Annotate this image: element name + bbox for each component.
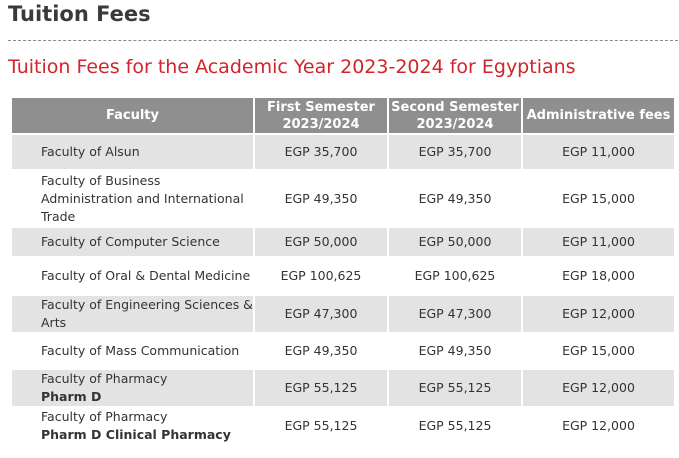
table-row: Faculty of Engineering Sciences & Arts E… — [12, 296, 674, 332]
table-header-row: Faculty First Semester 2023/2024 Second … — [12, 98, 674, 133]
page-title: Tuition Fees — [8, 2, 151, 26]
admin-fee: EGP 12,000 — [523, 296, 674, 332]
admin-fee: EGP 12,000 — [523, 370, 674, 406]
admin-fee: EGP 12,000 — [562, 418, 635, 433]
second-semester-fee: EGP 49,350 — [418, 190, 492, 206]
tuition-fees-table: Faculty First Semester 2023/2024 Second … — [10, 96, 676, 446]
table-row: Faculty of Oral & Dental Medicine EGP 10… — [12, 258, 674, 294]
table-row: Faculty of Mass Communication EGP 49,350… — [12, 334, 674, 368]
first-semester-fee: EGP 47,300 — [255, 296, 387, 332]
header-first-semester-label: First Semester — [267, 99, 375, 115]
second-semester-fee: EGP 55,125 — [418, 418, 492, 433]
faculty-cell: Faculty of Mass Communication — [41, 343, 240, 358]
faculty-cell: Faculty of Alsun — [12, 135, 253, 169]
table-row: Faculty of Business Administration and I… — [12, 171, 674, 226]
first-semester-fee: EGP 49,350 — [284, 343, 358, 358]
table-subtitle: Tuition Fees for the Academic Year 2023-… — [8, 56, 576, 78]
admin-fee: EGP 11,000 — [523, 135, 674, 169]
first-semester-fee: EGP 55,125 — [255, 370, 387, 406]
admin-fee: EGP 15,000 — [562, 190, 635, 206]
faculty-cell: Faculty of Pharmacy Pharm D Clinical Pha… — [12, 408, 253, 444]
header-second-semester-label: Second Semester — [391, 99, 519, 115]
header-second-semester: Second Semester 2023/2024 — [389, 98, 521, 133]
second-semester-fee: EGP 49,350 — [418, 343, 492, 358]
table-row: Faculty of Alsun EGP 35,700 EGP 35,700 E… — [12, 135, 674, 169]
second-semester-fee: EGP 55,125 — [389, 370, 521, 406]
admin-fee: EGP 15,000 — [562, 343, 635, 358]
faculty-name: Faculty of Pharmacy — [41, 409, 168, 424]
faculty-cell: Faculty of Pharmacy Pharm D — [12, 370, 253, 406]
header-first-semester: First Semester 2023/2024 — [255, 98, 387, 133]
first-semester-fee: EGP 50,000 — [255, 228, 387, 256]
faculty-cell: Faculty of Engineering Sciences & Arts — [12, 296, 253, 332]
header-admin-fees: Administrative fees — [523, 98, 674, 133]
faculty-cell: Faculty of Oral & Dental Medicine — [41, 268, 251, 283]
second-semester-fee: EGP 50,000 — [389, 228, 521, 256]
second-semester-fee: EGP 47,300 — [389, 296, 521, 332]
second-semester-fee: EGP 35,700 — [389, 135, 521, 169]
first-semester-fee: EGP 55,125 — [284, 418, 358, 433]
faculty-cell: Faculty of Computer Science — [12, 228, 253, 256]
first-semester-fee: EGP 100,625 — [280, 268, 362, 283]
program-name: Pharm D — [41, 389, 102, 404]
faculty-cell: Faculty of Business Administration and I… — [41, 172, 244, 224]
dashed-divider — [8, 40, 678, 41]
header-faculty: Faculty — [12, 98, 253, 133]
table-row: Faculty of Computer Science EGP 50,000 E… — [12, 228, 674, 256]
second-semester-fee: EGP 100,625 — [414, 268, 496, 283]
table-row: Faculty of Pharmacy Pharm D Clinical Pha… — [12, 408, 674, 444]
faculty-name: Faculty of Pharmacy — [41, 371, 168, 386]
admin-fee: EGP 18,000 — [562, 268, 635, 283]
header-first-semester-year: 2023/2024 — [282, 116, 360, 132]
header-second-semester-year: 2023/2024 — [416, 116, 494, 132]
first-semester-fee: EGP 35,700 — [255, 135, 387, 169]
table-row: Faculty of Pharmacy Pharm D EGP 55,125 E… — [12, 370, 674, 406]
first-semester-fee: EGP 49,350 — [284, 190, 358, 206]
program-name: Pharm D Clinical Pharmacy — [41, 427, 231, 442]
admin-fee: EGP 11,000 — [523, 228, 674, 256]
